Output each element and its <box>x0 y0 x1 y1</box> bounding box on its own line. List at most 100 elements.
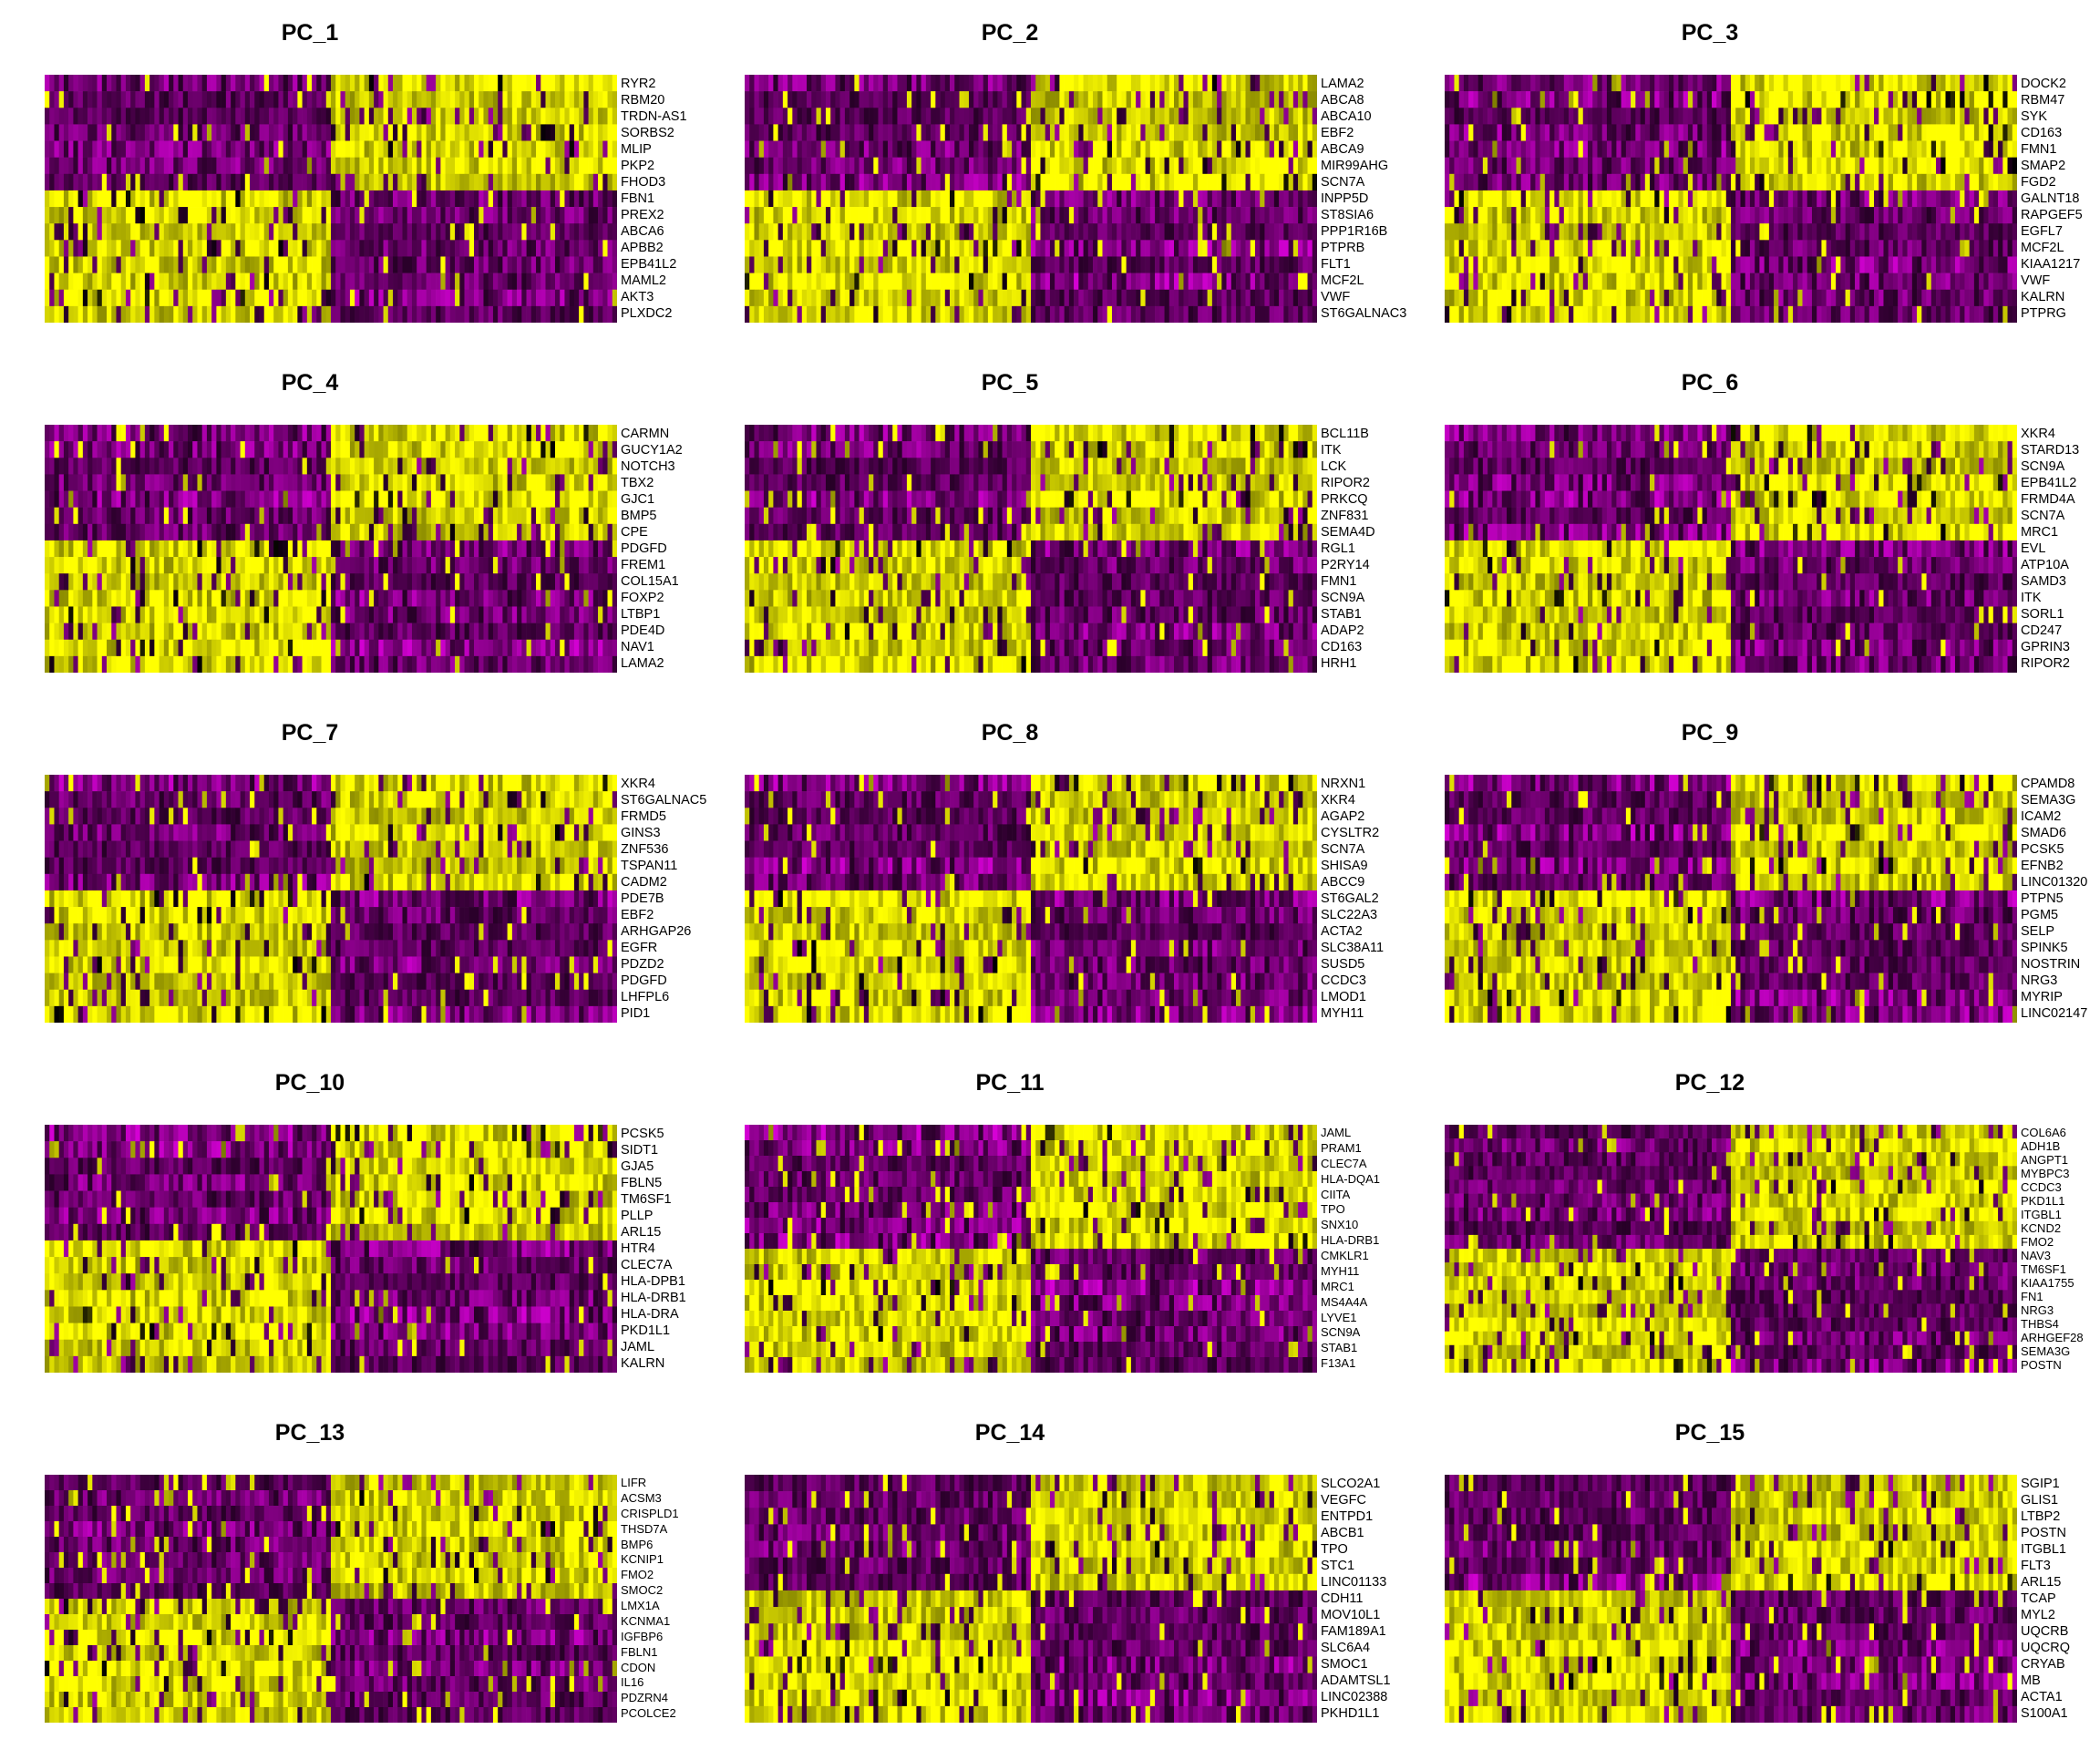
gene-label: ABCA10 <box>1321 108 1406 125</box>
heatmap-cell <box>1793 108 1798 125</box>
heatmap-cell <box>1468 108 1474 125</box>
heatmap-cell <box>1107 207 1113 224</box>
heatmap-cell <box>1778 157 1784 175</box>
heatmap-cell <box>2007 124 2013 141</box>
heatmap-cell <box>1621 223 1627 241</box>
heatmap-cell <box>287 207 293 224</box>
heatmap-cell <box>1530 75 1536 92</box>
heatmap-cell <box>968 124 974 141</box>
heatmap-cell <box>1979 173 1984 191</box>
heatmap-cell <box>1102 223 1108 241</box>
heatmap-cell <box>882 240 889 257</box>
heatmap-cell <box>1083 240 1089 257</box>
heatmap-cell <box>201 273 208 291</box>
heatmap-cell <box>1240 140 1246 158</box>
heatmap-cell <box>1778 223 1784 241</box>
heatmap-cell <box>407 305 413 323</box>
heatmap-cell <box>331 256 336 273</box>
heatmap-cell <box>925 305 932 323</box>
heatmap-cell <box>1482 91 1488 108</box>
heatmap-cell <box>1002 91 1008 108</box>
heatmap-cell <box>1678 223 1683 241</box>
heatmap-cell <box>758 256 765 273</box>
heatmap-cell <box>1845 157 1851 175</box>
heatmap-cell <box>1693 240 1698 257</box>
heatmap-cell <box>854 223 860 241</box>
heatmap-cell <box>1155 140 1160 158</box>
heatmap-cell <box>468 240 475 257</box>
heatmap-cell <box>517 305 522 323</box>
heatmap-cell <box>1811 207 1817 224</box>
heatmap-cell <box>397 140 403 158</box>
heatmap-cell <box>963 240 970 257</box>
heatmap-cell <box>1497 207 1503 224</box>
heatmap-cell <box>878 124 884 141</box>
heatmap-cell <box>1597 207 1602 224</box>
heatmap-cell <box>492 157 499 175</box>
heatmap-cell <box>1445 223 1450 241</box>
heatmap-cell <box>950 108 955 125</box>
heatmap-cell <box>1159 240 1165 257</box>
heatmap-cell <box>1288 305 1294 323</box>
heatmap-cell <box>445 207 451 224</box>
heatmap-cell <box>1236 223 1241 241</box>
heatmap-cell <box>254 190 260 208</box>
heatmap-cell <box>73 223 78 241</box>
heatmap-cell <box>754 289 759 307</box>
heatmap-cell <box>302 140 308 158</box>
heatmap-cell <box>293 207 298 224</box>
heatmap-cell <box>244 75 251 92</box>
heatmap-cell <box>144 289 150 307</box>
heatmap-cell <box>1811 108 1817 125</box>
heatmap-cell <box>254 256 260 273</box>
heatmap-cell <box>1307 190 1313 208</box>
heatmap-cell <box>1716 173 1722 191</box>
heatmap-cell <box>1002 305 1008 323</box>
heatmap-cell <box>1078 289 1084 307</box>
heatmap-cell <box>1826 190 1832 208</box>
heatmap-cell <box>192 240 198 257</box>
heatmap-cell <box>197 240 202 257</box>
heatmap-cell <box>1950 240 1956 257</box>
heatmap-cell <box>259 108 265 125</box>
heatmap-cell <box>1183 240 1189 257</box>
heatmap-cell <box>1640 75 1646 92</box>
gene-label: ST8SIA6 <box>1321 207 1406 223</box>
heatmap-cell <box>944 108 951 125</box>
heatmap-cell <box>169 190 174 208</box>
heatmap-cell <box>1226 273 1232 291</box>
heatmap-cell <box>598 140 603 158</box>
heatmap-cell <box>526 223 532 241</box>
heatmap-cell <box>1292 75 1299 92</box>
heatmap-cell <box>297 305 303 323</box>
heatmap-cell <box>225 108 232 125</box>
heatmap-cell <box>997 207 1003 224</box>
heatmap-cell <box>1635 157 1641 175</box>
heatmap-cell <box>1706 157 1713 175</box>
heatmap-cell <box>598 273 603 291</box>
heatmap-cell <box>417 157 422 175</box>
heatmap-cell <box>768 91 774 108</box>
heatmap-cell <box>45 207 50 224</box>
heatmap-cell <box>863 124 870 141</box>
heatmap-cell <box>1606 190 1612 208</box>
heatmap-cell <box>88 289 93 307</box>
heatmap-cell <box>1821 240 1827 257</box>
heatmap-cell <box>1260 256 1265 273</box>
heatmap-cell <box>1936 240 1941 257</box>
heatmap-cell <box>1644 240 1651 257</box>
heatmap-cell <box>944 207 951 224</box>
heatmap-cell <box>1663 108 1670 125</box>
heatmap-cell <box>1264 190 1270 208</box>
heatmap-cell <box>1145 256 1151 273</box>
heatmap-cell <box>550 91 556 108</box>
heatmap-cell <box>1482 108 1488 125</box>
heatmap-cell <box>221 305 227 323</box>
heatmap-cell <box>607 91 613 108</box>
heatmap-cell <box>1288 75 1294 92</box>
heatmap-cell <box>1821 75 1827 92</box>
heatmap-cell <box>449 289 456 307</box>
heatmap-cell <box>1454 75 1459 92</box>
heatmap-cell <box>1621 240 1627 257</box>
heatmap-cell <box>1488 240 1493 257</box>
